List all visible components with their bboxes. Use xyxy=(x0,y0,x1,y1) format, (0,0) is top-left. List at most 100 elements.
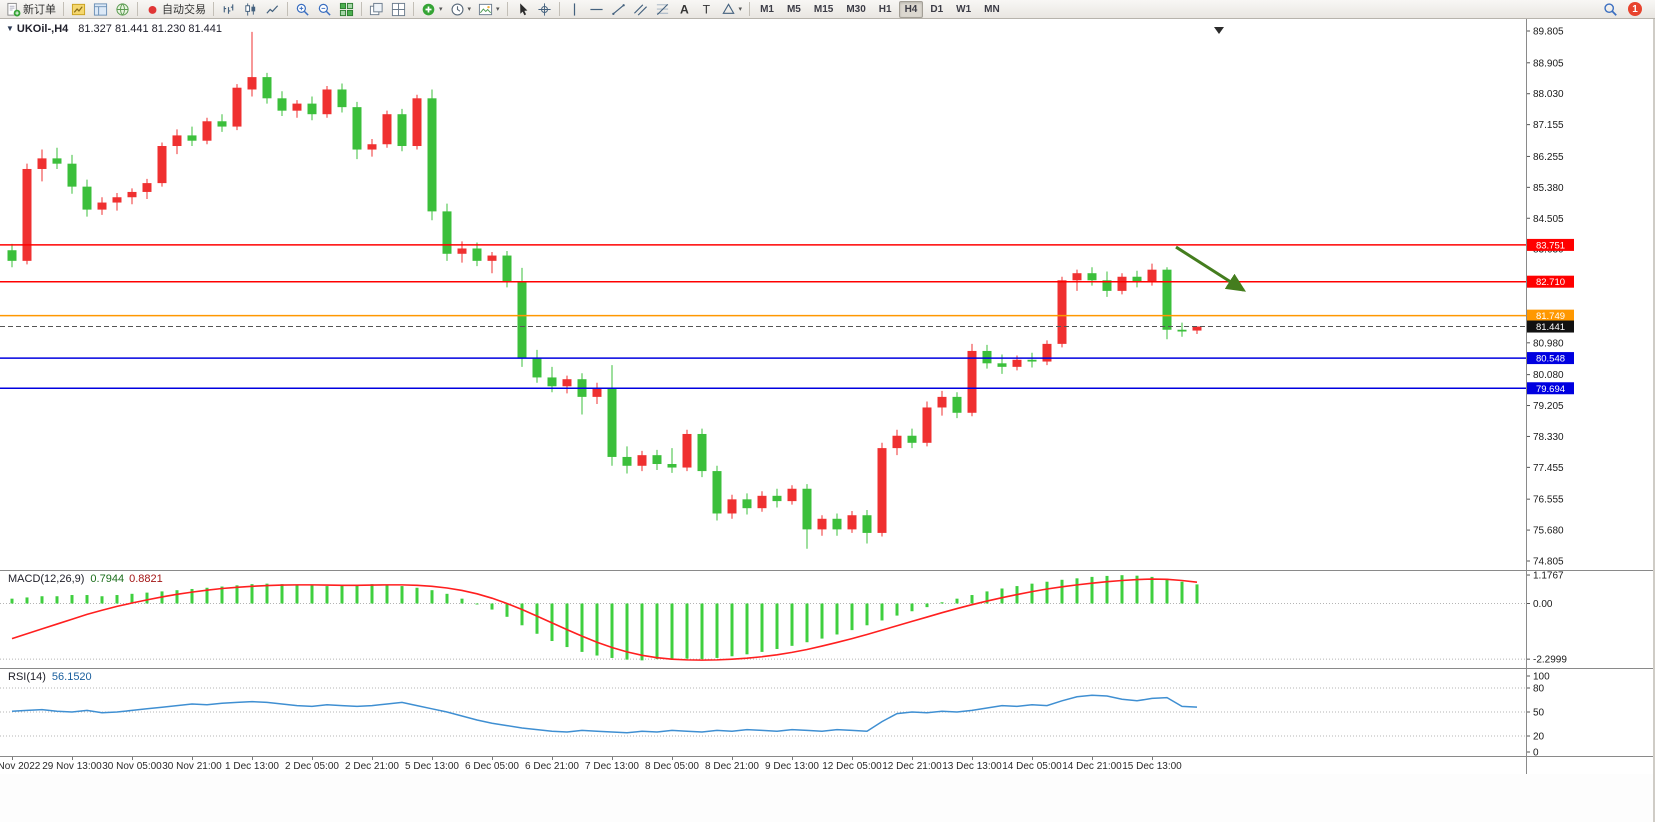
line-chart-button[interactable] xyxy=(262,1,283,18)
time-axis-label: 2 Dec 21:00 xyxy=(345,761,399,772)
candle-body xyxy=(97,202,107,210)
candle-body xyxy=(337,89,347,108)
label-tool-button[interactable]: T xyxy=(696,1,717,18)
market-watch-button[interactable] xyxy=(68,1,89,18)
macd-histogram-bar xyxy=(715,603,719,658)
time-axis-tick xyxy=(432,757,433,760)
macd-histogram-bar xyxy=(760,603,764,652)
macd-histogram-bar xyxy=(1090,576,1094,604)
candle-body xyxy=(1147,269,1157,283)
macd-histogram-bar xyxy=(1105,575,1109,604)
rsi-name: RSI(14) xyxy=(8,671,46,683)
channel-button[interactable] xyxy=(630,1,651,18)
zoom-out-button[interactable] xyxy=(314,1,335,18)
price-line-badge xyxy=(1527,382,1574,395)
macd-histogram-bar xyxy=(370,584,374,604)
notification-badge[interactable]: 1 xyxy=(1628,2,1642,16)
cursor-button[interactable] xyxy=(512,1,533,18)
candlestick-chart-button[interactable] xyxy=(240,1,261,18)
arrange-windows-button[interactable] xyxy=(388,1,409,18)
timeframe-M1-button[interactable]: M1 xyxy=(754,1,780,18)
macd-histogram-bar xyxy=(955,598,959,604)
timeframe-H1-button[interactable]: H1 xyxy=(873,1,898,18)
macd-histogram-bar xyxy=(1135,575,1139,604)
periods-button[interactable]: ▾ xyxy=(447,1,475,18)
macd-histogram-bar xyxy=(565,603,569,648)
vertical-line-button[interactable] xyxy=(564,1,585,18)
macd-histogram-bar xyxy=(805,603,809,643)
data-window-button[interactable] xyxy=(90,1,111,18)
price-axis-label: 77.455 xyxy=(1533,463,1564,474)
navigator-button[interactable] xyxy=(112,1,133,18)
timeframe-M5-button[interactable]: M5 xyxy=(781,1,807,18)
toolbar-right-group: 1 xyxy=(1600,1,1652,18)
horizontal-line-button[interactable] xyxy=(586,1,607,18)
timeframe-W1-button[interactable]: W1 xyxy=(950,1,977,18)
macd-histogram-bar xyxy=(1195,584,1199,604)
time-axis-tick xyxy=(1032,757,1033,760)
bar-chart-button[interactable] xyxy=(218,1,239,18)
data-window-icon xyxy=(93,2,108,17)
crosshair-button[interactable] xyxy=(534,1,555,18)
price-axis-label: 74.805 xyxy=(1533,557,1564,568)
text-tool-button[interactable]: A xyxy=(674,1,695,18)
candle-body xyxy=(247,77,257,90)
time-axis-label: 14 Dec 05:00 xyxy=(1002,761,1062,772)
one-click-trading-toggle[interactable]: ▼ xyxy=(6,24,14,33)
price-line-badge-label: 81.749 xyxy=(1536,311,1565,322)
search-button[interactable] xyxy=(1600,1,1621,18)
trendline-button[interactable] xyxy=(608,1,629,18)
timeframe-M15-button[interactable]: M15 xyxy=(808,1,839,18)
dropdown-caret-icon: ▾ xyxy=(738,6,743,13)
candle-body xyxy=(427,98,437,212)
templates-button[interactable]: ▾ xyxy=(475,1,503,18)
rsi-line xyxy=(11,694,1198,734)
price-axis-label: 78.330 xyxy=(1533,432,1564,443)
fibonacci-button[interactable] xyxy=(652,1,673,18)
time-axis-tick xyxy=(672,757,673,760)
cascade-windows-button[interactable] xyxy=(366,1,387,18)
macd-histogram-bar xyxy=(490,603,494,610)
rsi-indicator-label: RSI(14) 56.1520 xyxy=(8,671,92,683)
new-order-button[interactable]: 新订单 xyxy=(3,1,59,18)
tile-windows-button[interactable] xyxy=(336,1,357,18)
candle-body xyxy=(502,255,512,283)
timeframe-M30-button[interactable]: M30 xyxy=(840,1,871,18)
candle-body xyxy=(127,191,137,198)
auto-trading-button[interactable]: 自动交易 xyxy=(142,1,209,18)
chart-shift-marker[interactable] xyxy=(1214,27,1224,34)
price-line-badge-label: 83.751 xyxy=(1536,240,1565,251)
candle-body xyxy=(322,89,332,115)
candle-body xyxy=(487,255,497,261)
candle-body xyxy=(67,163,77,187)
macd-histogram-bar xyxy=(685,603,689,659)
macd-histogram-bar xyxy=(265,583,269,604)
candle-body xyxy=(652,455,662,465)
shapes-button[interactable]: ▾ xyxy=(718,1,746,18)
timeframe-H4-button[interactable]: H4 xyxy=(898,0,924,18)
candle-body xyxy=(352,107,362,150)
timeframe-MN-button[interactable]: MN xyxy=(978,1,1006,18)
price-chart-canvas[interactable]: 89.805 88.905 88.030 87.155 86.255 85.380 84.5… xyxy=(0,18,1655,570)
timeframe-D1-button[interactable]: D1 xyxy=(924,1,949,18)
label-icon: T xyxy=(699,2,714,17)
candle-body xyxy=(1162,269,1172,330)
candle-body xyxy=(142,183,152,192)
candle-body xyxy=(232,87,242,127)
rsi-axis-label: 0 xyxy=(1533,748,1539,757)
macd-panel-canvas[interactable]: 1.1767 0.00 -2.2999 xyxy=(0,570,1655,668)
zoom-in-button[interactable] xyxy=(292,1,313,18)
candle-body xyxy=(1192,326,1202,331)
macd-histogram-bar xyxy=(790,603,794,646)
svg-text:A: A xyxy=(680,2,689,16)
toolbar-separator xyxy=(558,2,560,16)
toolbar-separator xyxy=(137,2,138,16)
channel-icon xyxy=(633,2,648,17)
trend-arrow-object[interactable] xyxy=(1175,245,1247,292)
rsi-axis-label: 50 xyxy=(1533,708,1545,719)
macd-histogram-bar xyxy=(145,592,149,604)
indicators-button[interactable]: ▾ xyxy=(418,1,446,18)
